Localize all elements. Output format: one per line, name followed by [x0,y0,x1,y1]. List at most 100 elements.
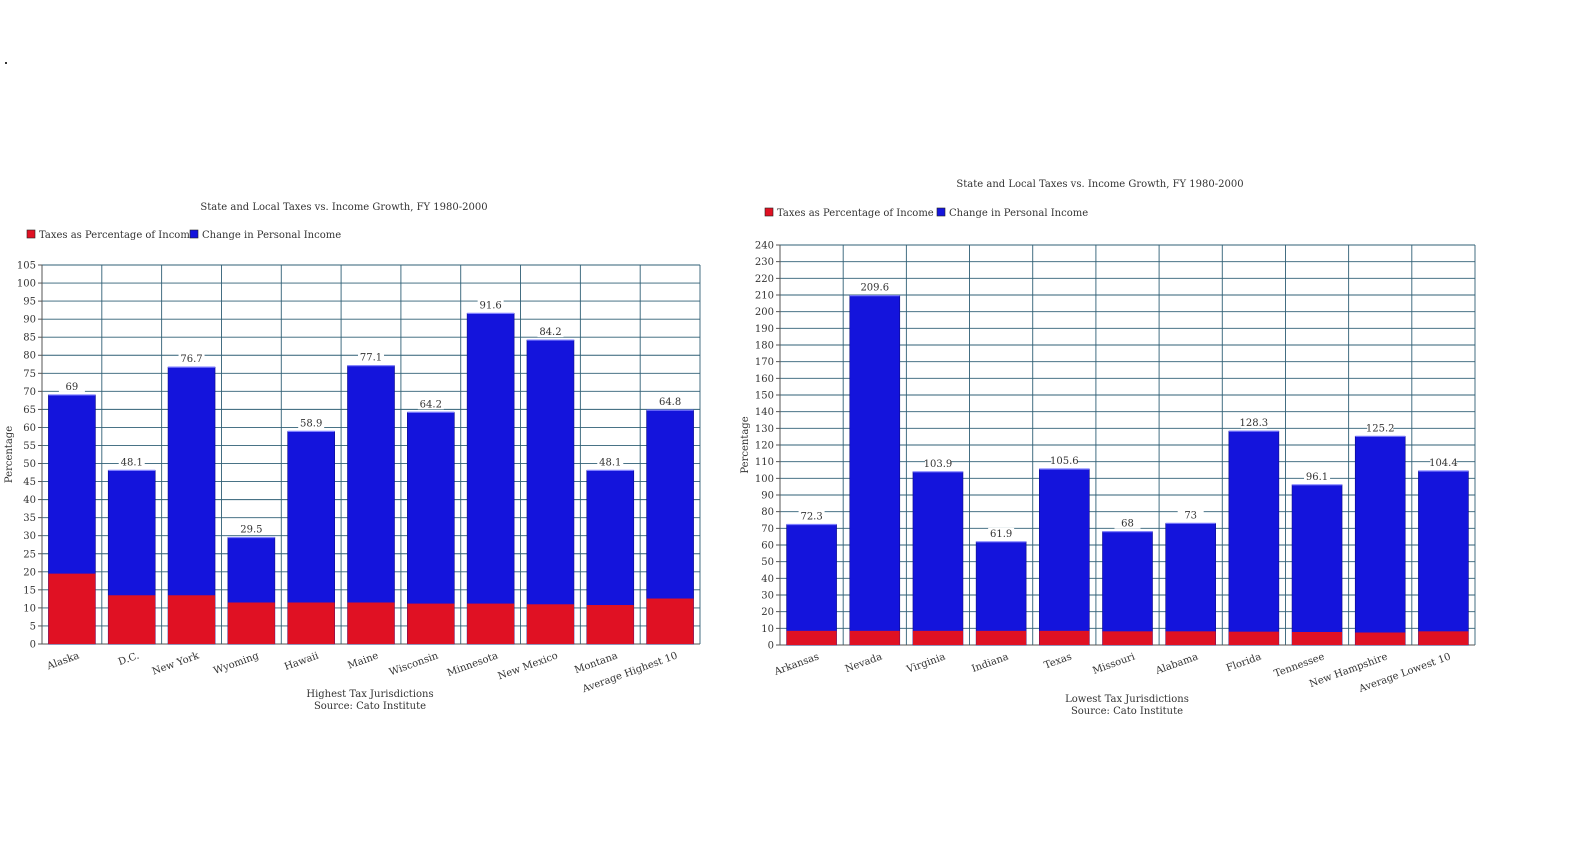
data-label: 72.3 [800,512,822,523]
y-tick-label: 30 [761,591,774,602]
y-tick-label: 40 [761,574,774,585]
y-tick-label: 50 [23,459,36,470]
y-tick-label: 150 [755,391,774,402]
bar-income [1291,484,1343,646]
y-tick-label: 160 [755,374,774,385]
data-label-bg [178,353,205,365]
data-label-bg [1177,509,1204,521]
y-tick-label: 65 [23,405,36,416]
y-tick-label: 30 [23,531,36,542]
bar-income [1039,468,1090,646]
y-tick-label: 55 [23,441,36,452]
x-tick-label: Wyoming [212,650,261,677]
legend-swatch-taxes [26,229,36,239]
data-label-bg [798,510,825,522]
bar-taxes [646,598,694,644]
data-label-bg [657,396,684,408]
y-tick-label: 130 [755,424,774,435]
x-tick-label: New Mexico [496,650,559,682]
data-label: 73 [1184,510,1197,521]
bar-taxes [1228,631,1279,645]
bar-taxes [227,602,275,644]
bar-taxes [1039,630,1090,645]
bar-taxes [849,630,900,645]
y-tick-label: 0 [30,640,36,651]
y-tick-label: 15 [23,585,36,596]
bar-income [466,313,515,645]
y-tick-label: 70 [761,524,774,535]
x-tick-label: Indiana [970,651,1010,674]
x-tick-label: Alabama [1153,651,1199,677]
bar-taxes [48,573,96,644]
y-tick-label: 5 [30,621,36,632]
y-tick-label: 105 [17,261,36,272]
y-tick-label: 90 [761,491,774,502]
x-tick-label: D.C. [117,650,141,668]
legend-label-income: Change in Personal Income [949,208,1088,219]
bar-income [1228,430,1280,646]
legend-label-taxes: Taxes as Percentage of Income [39,230,196,241]
y-tick-label: 110 [755,457,774,468]
data-label-bg [1240,417,1267,429]
y-tick-label: 100 [755,474,774,485]
y-tick-label: 60 [23,423,36,434]
x-tick-label: Maine [346,650,380,671]
data-label: 77.1 [360,353,382,364]
x-tick-label: Hawaii [283,650,320,673]
y-tick-label: 190 [755,324,774,335]
y-tick-label: 80 [761,507,774,518]
x-tick-label: Minnesota [446,650,500,679]
bar-income [786,524,837,646]
data-label: 64.2 [420,399,442,410]
y-tick-label: 25 [23,549,36,560]
data-label: 91.6 [480,300,502,311]
y-tick-label: 40 [23,495,36,506]
legend-swatch-income [189,229,199,239]
bar-taxes [912,630,963,645]
y-tick-label: 85 [23,333,36,344]
bar-taxes [786,630,837,645]
y-tick-label: 95 [23,297,36,308]
y-tick-label: 75 [23,369,36,380]
data-label: 84.2 [539,327,561,338]
data-label: 96.1 [1306,472,1328,483]
legend-label-income: Change in Personal Income [202,230,341,241]
y-tick-label: 20 [761,607,774,618]
data-label-bg [118,456,145,468]
y-tick-label: 140 [755,407,774,418]
data-label: 128.3 [1240,418,1269,429]
y-tick-label: 10 [761,624,774,635]
y-tick-label: 170 [755,357,774,368]
x-axis-label: Lowest Tax Jurisdictions [1065,694,1189,705]
x-tick-label: Arkansas [772,651,821,678]
bar-taxes [108,595,156,644]
x-tick-label: Virginia [904,651,947,675]
data-label: 209.6 [860,283,889,294]
data-label-bg [298,417,325,429]
bar-taxes [1418,631,1469,645]
y-tick-label: 240 [755,241,774,252]
chart-title: State and Local Taxes vs. Income Growth,… [200,202,487,213]
bar-income [1354,436,1406,646]
data-label: 48.1 [121,457,143,468]
y-tick-label: 0 [768,641,774,652]
data-label-bg [477,299,504,311]
legend-label-taxes: Taxes as Percentage of Income [777,208,934,219]
x-tick-label: Wisconsin [388,650,440,678]
chart-2: State and Local Taxes vs. Income Growth,… [740,179,1476,717]
x-axis-label: Highest Tax Jurisdictions [306,689,433,700]
bar-income [1102,531,1153,646]
source-label: Source: Cato Institute [1071,706,1183,717]
data-label-bg [988,527,1015,539]
data-label: 68 [1121,519,1134,530]
data-label-bg [417,398,444,410]
data-label: 64.8 [659,397,681,408]
bar-taxes [1102,631,1153,645]
x-tick-label: Texas [1043,651,1074,671]
bar-income [347,365,395,645]
data-label-bg [1304,470,1331,482]
y-tick-label: 200 [755,307,774,318]
x-tick-label: Florida [1225,651,1263,674]
y-axis-label: Percentage [4,426,15,483]
